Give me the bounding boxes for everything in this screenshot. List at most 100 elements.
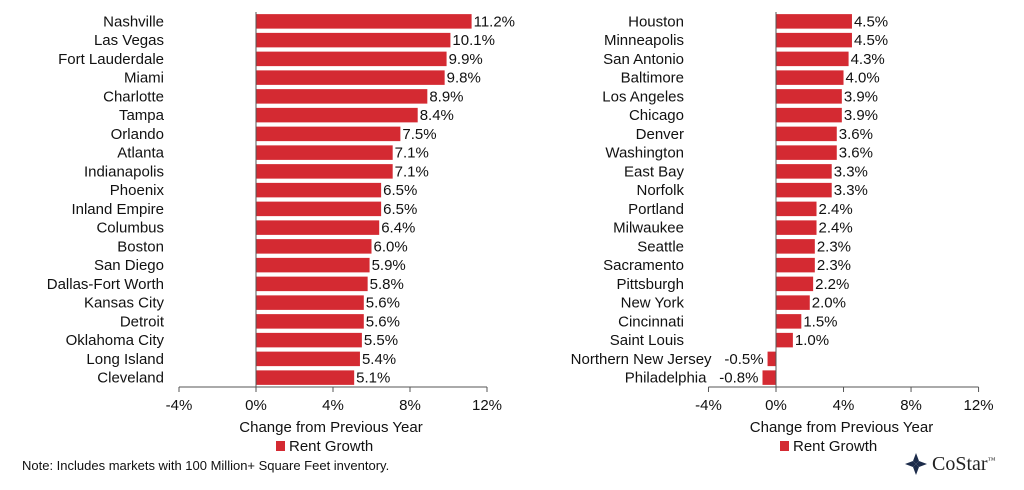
right-bar-13 <box>776 257 815 273</box>
left-value-label-17: 5.5% <box>364 332 398 349</box>
footnote: Note: Includes markets with 100 Million+… <box>22 458 390 473</box>
right-category-label-7: Washington <box>605 145 684 162</box>
right-value-label-3: 4.0% <box>846 70 880 87</box>
left-bar-9 <box>256 182 382 198</box>
costar-star-icon <box>905 453 927 475</box>
left-bar-15 <box>256 295 364 310</box>
right-category-label-13: Sacramento <box>603 257 684 274</box>
left-category-label-12: Boston <box>117 238 164 255</box>
right-value-label-6: 3.6% <box>839 126 873 143</box>
costar-logo: CoStar™ <box>904 452 995 476</box>
left-category-label-2: Fort Lauderdale <box>58 51 164 68</box>
right-value-label-19: -0.8% <box>719 370 758 387</box>
left-value-label-3: 9.8% <box>447 70 481 87</box>
right-x-tick-label-1: 0% <box>765 397 787 414</box>
left-category-label-13: San Diego <box>94 257 164 274</box>
right-category-label-19: Philadelphia <box>625 370 707 387</box>
right-bar-14 <box>776 276 814 292</box>
left-value-label-2: 9.9% <box>449 51 483 68</box>
right-bar-12 <box>776 239 815 254</box>
right-category-label-1: Minneapolis <box>604 32 684 49</box>
left-category-label-10: Inland Empire <box>71 201 164 218</box>
left-bar-14 <box>256 276 368 292</box>
right-category-label-8: East Bay <box>624 163 685 180</box>
left-x-tick-label-3: 8% <box>399 397 421 414</box>
right-legend-swatch <box>780 441 789 451</box>
left-category-label-4: Charlotte <box>103 88 164 105</box>
right-value-label-5: 3.9% <box>844 107 878 124</box>
right-bar-5 <box>776 107 842 123</box>
right-value-label-16: 1.5% <box>803 313 837 330</box>
left-category-label-5: Tampa <box>119 107 165 124</box>
left-category-label-17: Oklahoma City <box>66 332 165 349</box>
right-value-label-18: -0.5% <box>724 351 763 368</box>
right-value-label-17: 1.0% <box>795 332 829 349</box>
left-bar-11 <box>256 220 380 235</box>
left-bar-17 <box>256 332 362 348</box>
left-value-label-8: 7.1% <box>395 163 429 180</box>
left-value-label-16: 5.6% <box>366 313 400 330</box>
right-category-label-15: New York <box>621 295 685 312</box>
right-value-label-0: 4.5% <box>854 13 888 30</box>
left-bar-7 <box>256 145 393 160</box>
right-value-label-2: 4.3% <box>851 51 885 68</box>
right-x-tick-label-0: -4% <box>695 397 722 414</box>
right-bar-3 <box>776 70 844 85</box>
right-x-tick-label-2: 4% <box>833 397 855 414</box>
right-category-label-16: Cincinnati <box>618 313 684 330</box>
right-category-label-3: Baltimore <box>621 70 684 87</box>
right-value-label-13: 2.3% <box>817 257 851 274</box>
right-bar-10 <box>776 201 817 217</box>
right-value-label-15: 2.0% <box>812 295 846 312</box>
right-category-label-6: Denver <box>636 126 684 143</box>
left-value-label-18: 5.4% <box>362 351 396 368</box>
left-x-tick-label-1: 0% <box>245 397 267 414</box>
right-value-label-9: 3.3% <box>834 182 868 199</box>
right-value-label-10: 2.4% <box>819 201 853 218</box>
right-category-label-4: Los Angeles <box>602 88 684 105</box>
right-bar-19 <box>762 370 776 385</box>
left-bar-3 <box>256 70 445 85</box>
left-value-label-15: 5.6% <box>366 295 400 312</box>
right-bar-15 <box>776 295 810 310</box>
left-category-label-1: Las Vegas <box>94 32 164 49</box>
left-category-label-16: Detroit <box>120 313 165 330</box>
left-value-label-0: 11.2% <box>474 13 515 30</box>
left-value-label-14: 5.8% <box>370 276 404 293</box>
left-bar-4 <box>256 89 428 104</box>
left-value-label-9: 6.5% <box>383 182 417 199</box>
right-bar-2 <box>776 51 849 67</box>
left-bar-13 <box>256 257 370 273</box>
left-x-axis-title: Change from Previous Year <box>239 419 422 436</box>
right-value-label-7: 3.6% <box>839 145 873 162</box>
right-legend-label: Rent Growth <box>793 438 877 455</box>
right-value-label-1: 4.5% <box>854 32 888 49</box>
right-category-label-9: Norfolk <box>636 182 684 199</box>
left-bar-6 <box>256 126 401 142</box>
right-bar-4 <box>776 89 842 104</box>
right-x-tick-label-3: 8% <box>900 397 922 414</box>
left-category-label-9: Phoenix <box>110 182 165 199</box>
right-bar-1 <box>776 32 852 48</box>
left-category-label-7: Atlanta <box>117 145 164 162</box>
right-bar-6 <box>776 126 837 142</box>
right-bar-0 <box>776 14 852 29</box>
left-value-label-12: 6.0% <box>374 238 408 255</box>
left-category-label-18: Long Island <box>86 351 164 368</box>
left-value-label-13: 5.9% <box>372 257 406 274</box>
left-value-label-1: 10.1% <box>452 32 495 49</box>
right-x-tick-label-4: 12% <box>964 397 994 414</box>
left-bar-2 <box>256 51 447 67</box>
right-category-label-12: Seattle <box>637 238 684 255</box>
left-bar-10 <box>256 201 382 217</box>
left-value-label-5: 8.4% <box>420 107 454 124</box>
left-category-label-6: Orlando <box>111 126 164 143</box>
left-x-tick-label-2: 4% <box>322 397 344 414</box>
left-category-label-14: Dallas-Fort Worth <box>47 276 164 293</box>
left-bar-1 <box>256 32 451 48</box>
right-category-label-11: Milwaukee <box>613 220 684 237</box>
right-category-label-14: Pittsburgh <box>616 276 684 293</box>
right-bar-11 <box>776 220 817 235</box>
right-bar-18 <box>767 351 776 367</box>
